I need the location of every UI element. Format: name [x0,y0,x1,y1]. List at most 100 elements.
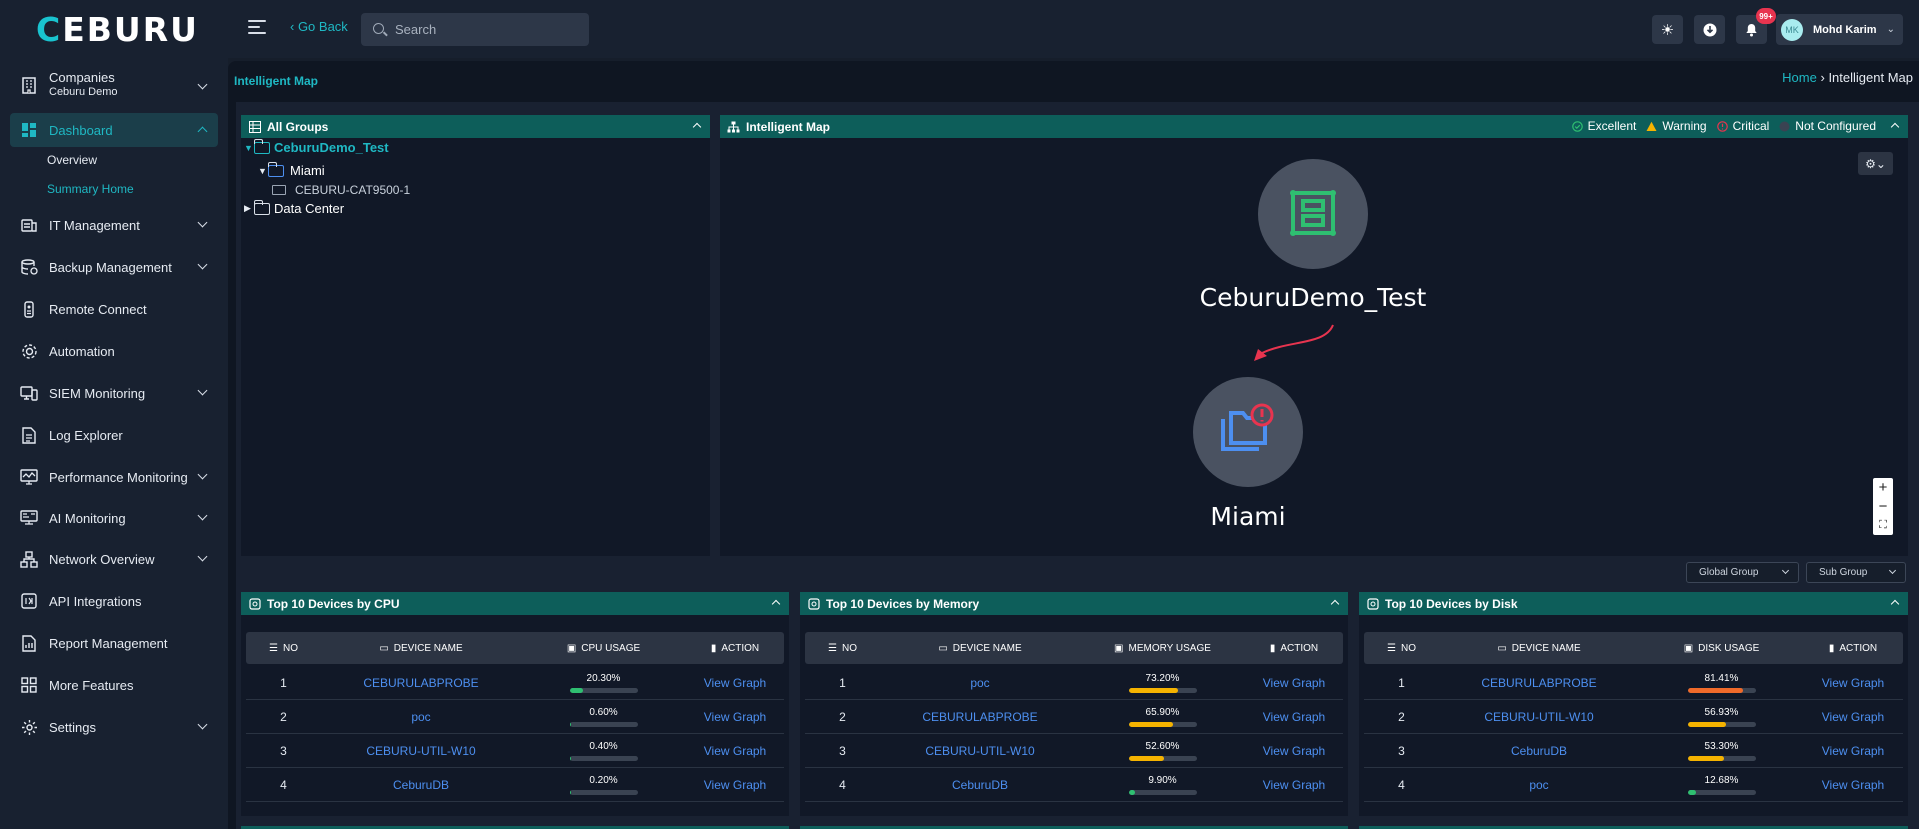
search-input[interactable] [395,13,585,46]
view-graph-link[interactable]: View Graph [1821,676,1885,690]
sub-group-dropdown[interactable]: Sub Group [1806,562,1906,583]
device-name-link[interactable]: CeburuDB [392,778,450,792]
breadcrumb-home-link[interactable]: Home [1782,70,1817,85]
breadcrumb: Home › Intelligent Map [1782,70,1913,85]
sidebar-item-remote-connect[interactable]: Remote Connect [10,292,218,326]
view-graph-link[interactable]: View Graph [703,710,767,724]
chevron-up-icon [197,126,208,137]
column-icon: ☰ [269,642,278,654]
sidebar-item-report-management[interactable]: Report Management [10,626,218,660]
table-header: ☰ NO ▭ DEVICE NAME ▣ CPU USAGE ▮ ACTION [246,632,784,664]
menu-toggle-icon[interactable] [248,20,266,34]
status-legend: Excellent Warning Critical Not Configure… [1562,119,1876,133]
sidebar-item-network-overview[interactable]: Network Overview [10,542,218,576]
sidebar-item-companies[interactable]: Companies Ceburu Demo [10,64,218,106]
tree-node-root[interactable]: ▼ CeburuDemo_Test [244,138,389,155]
sidebar-item-api-integrations[interactable]: API Integrations [10,584,218,618]
device-name-link[interactable]: CEBURU-UTIL-W10 [925,744,1035,758]
fullscreen-button[interactable]: ⛶ [1879,519,1887,531]
tree-node-device[interactable]: CEBURU-CAT9500-1 [272,183,410,197]
view-graph-link[interactable]: View Graph [1262,778,1326,792]
view-graph-link[interactable]: View Graph [1262,710,1326,724]
row-number: 3 [839,744,846,758]
column-header: ☰ NO [269,642,298,654]
view-graph-link[interactable]: View Graph [703,778,767,792]
sidebar-item-automation[interactable]: Automation [10,334,218,368]
sidebar-item-settings[interactable]: Settings [10,710,218,744]
table-row: 1 CEBURULABPROBE 20.30% View Graph [246,666,784,700]
usage-cell: 73.20% [1080,666,1245,700]
usage-cell: 56.93% [1639,700,1804,734]
download-button[interactable] [1694,15,1725,44]
theme-toggle-button[interactable]: ☀ [1652,15,1683,44]
grid-icon [20,676,38,694]
view-graph-link[interactable]: View Graph [703,744,767,758]
sitemap-icon [727,120,740,133]
collapse-icon[interactable] [692,122,702,132]
subnav-summary-home[interactable]: Summary Home [47,182,134,196]
device-name-link[interactable]: CEBURU-UTIL-W10 [1484,710,1594,724]
view-graph-link[interactable]: View Graph [1262,676,1326,690]
panel-title: Top 10 Devices by CPU [267,596,400,611]
device-name-link[interactable]: CEBURULABPROBE [363,676,479,690]
subnav-overview[interactable]: Overview [47,153,98,167]
sidebar-item-it-management[interactable]: IT Management [10,208,218,242]
row-number: 2 [1398,710,1405,724]
view-graph-link[interactable]: View Graph [1262,744,1326,758]
sidebar-item-more-features[interactable]: More Features [10,668,218,702]
next-panel-header [241,826,789,829]
sidebar-item-ai-monitoring[interactable]: AI Monitoring [10,501,218,535]
device-name-link[interactable]: poc [970,676,990,690]
device-name-link[interactable]: CEBURU-UTIL-W10 [366,744,476,758]
view-graph-link[interactable]: View Graph [1821,778,1885,792]
sidebar-item-label: SIEM Monitoring [49,385,146,401]
tree-node-miami[interactable]: ▼ Miami [258,161,325,178]
user-menu[interactable]: MK Mohd Karim ⌄ [1776,14,1903,45]
view-graph-link[interactable]: View Graph [1821,744,1885,758]
row-number: 3 [280,744,287,758]
device-name-link[interactable]: CeburuDB [1510,744,1568,758]
usage-cell: 9.90% [1080,768,1245,802]
legend-warning: Warning [1646,119,1707,133]
map-settings-button[interactable]: ⚙⌄ [1858,152,1893,175]
ceburu-logo[interactable]: CEBURU [36,10,199,49]
column-header: ▮ ACTION [710,642,760,654]
search-box[interactable] [361,13,589,46]
map-node-ceburudemo-test[interactable] [1258,159,1368,269]
sidebar-item-performance-monitoring[interactable]: Performance Monitoring [10,460,218,494]
top-bar: CEBURU ‹ Go Back ☀ 99+ MK Mohd Karim ⌄ [0,0,1919,58]
tree-node-label: CEBURU-CAT9500-1 [295,183,411,197]
collapse-icon[interactable] [1890,599,1900,609]
sidebar-item-label: Settings [49,719,96,735]
column-icon: ▣ [566,642,577,654]
zoom-out-button[interactable]: − [1878,498,1888,515]
map-node-miami[interactable] [1193,377,1303,487]
go-back-link[interactable]: ‹ Go Back [290,19,348,34]
device-name-link[interactable]: CeburuDB [951,778,1009,792]
device-name-link[interactable]: poc [411,710,431,724]
usage-bar [569,790,638,795]
map-node-label: Miami [1210,502,1286,531]
collapse-icon[interactable] [1330,599,1340,609]
sidebar-item-siem-monitoring[interactable]: SIEM Monitoring [10,376,218,410]
device-name-link[interactable]: CEBURULABPROBE [1481,676,1597,690]
collapse-icon[interactable] [1890,122,1900,132]
device-name-link[interactable]: CEBURULABPROBE [922,710,1038,724]
row-number: 1 [1398,676,1405,690]
sidebar-item-log-explorer[interactable]: Log Explorer [10,418,218,452]
global-group-dropdown[interactable]: Global Group [1686,562,1799,583]
view-graph-link[interactable]: View Graph [703,676,767,690]
device-name-link[interactable]: poc [1529,778,1549,792]
usage-value: 65.90% [1145,707,1180,718]
sidebar-item-dashboard[interactable]: Dashboard [10,113,218,147]
it-management-icon [20,216,38,234]
zoom-in-button[interactable]: + [1878,479,1888,496]
usage-cell: 0.40% [521,734,686,768]
backup-icon [20,258,38,276]
usage-cell: 52.60% [1080,734,1245,768]
tree-node-data-center[interactable]: ▶ Data Center [244,199,344,216]
collapse-icon[interactable] [771,599,781,609]
sidebar-item-backup-management[interactable]: Backup Management [10,250,218,284]
network-icon [20,550,38,568]
view-graph-link[interactable]: View Graph [1821,710,1885,724]
